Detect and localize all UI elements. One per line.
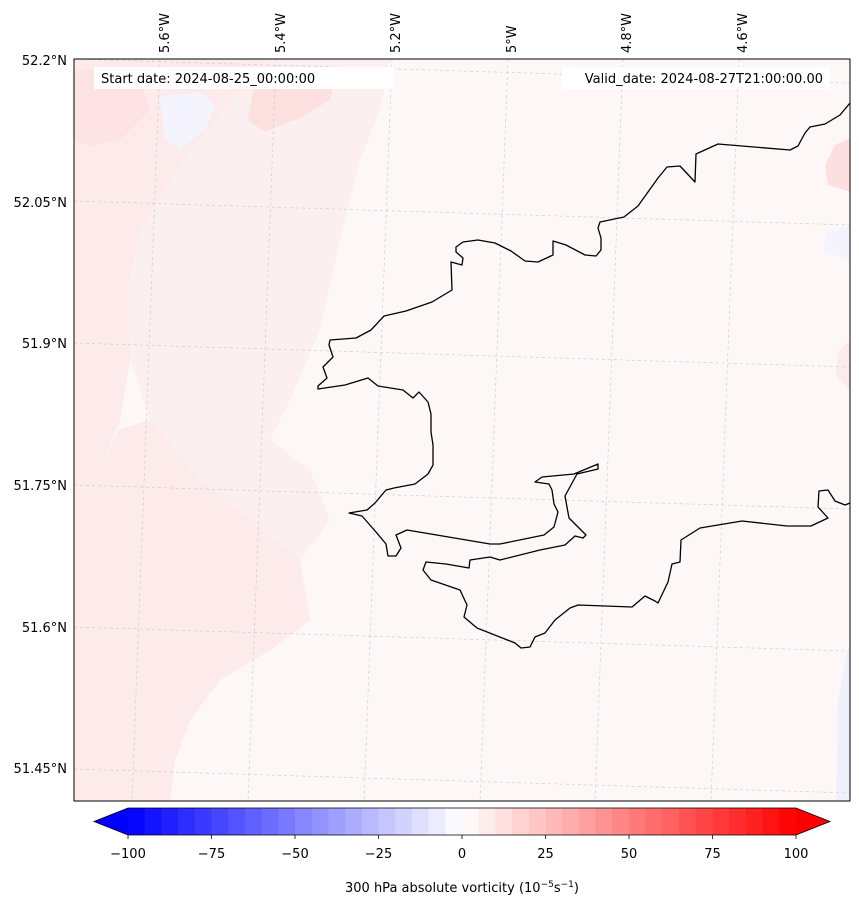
colorbar-bins bbox=[128, 808, 797, 835]
map-frame bbox=[73, 58, 851, 802]
colorbar-bin bbox=[328, 808, 346, 835]
negative-vorticity-patch-east bbox=[824, 225, 850, 262]
vorticity-field bbox=[74, 59, 850, 801]
colorbar-bin bbox=[645, 808, 663, 835]
start-date-label: Start date: 2024-08-25_00:00:00 bbox=[101, 72, 315, 87]
colorbar-bin bbox=[144, 808, 162, 835]
colorbar-tick-label: 0 bbox=[458, 847, 466, 862]
colorbar-tick-label: 100 bbox=[784, 847, 809, 862]
colorbar-tick-label: −75 bbox=[198, 847, 225, 862]
positive-vorticity-patch-east2 bbox=[836, 340, 850, 390]
meridian-gridline bbox=[479, 59, 509, 801]
coastline bbox=[317, 102, 850, 649]
lon-label: 5.4°W bbox=[274, 13, 289, 53]
colorbar-bin bbox=[629, 808, 647, 835]
colorbar-bin bbox=[194, 808, 213, 835]
colorbar-bin bbox=[161, 808, 179, 835]
gridlines bbox=[74, 59, 850, 801]
colorbar-bin bbox=[478, 808, 496, 835]
colorbar-bin bbox=[495, 808, 513, 835]
start-date-box bbox=[94, 67, 394, 89]
meridian-gridline bbox=[710, 59, 740, 801]
colorbar-bin bbox=[278, 808, 296, 835]
colorbar-tick-label: 50 bbox=[621, 847, 638, 862]
colorbar-bin bbox=[378, 808, 396, 835]
meridian-gridline bbox=[594, 59, 624, 801]
lat-label: 51.45°N bbox=[14, 762, 67, 777]
positive-vorticity-patch-east bbox=[825, 138, 850, 192]
colorbar-bin bbox=[612, 808, 630, 835]
map-panel: Start date: 2024-08-25_00:00:00 Valid_da… bbox=[73, 58, 851, 802]
colorbar-bin bbox=[779, 808, 797, 835]
colorbar-bin bbox=[545, 808, 563, 835]
colorbar-bin bbox=[512, 808, 530, 835]
lat-label: 51.75°N bbox=[14, 479, 67, 494]
colorbar-bin bbox=[695, 808, 714, 835]
lon-label: 5°W bbox=[505, 25, 520, 53]
positive-vorticity-band-south bbox=[74, 420, 310, 801]
lon-label: 4.8°W bbox=[620, 13, 635, 53]
colorbar-bin bbox=[662, 808, 680, 835]
colorbar-bin bbox=[211, 808, 229, 835]
colorbar: −100 −75 −50 −25 0 25 50 75 100 300 hPa absolute… bbox=[92, 807, 832, 896]
meridian-gridline bbox=[247, 59, 277, 801]
colorbar-extend-min bbox=[94, 808, 128, 835]
lat-label: 51.6°N bbox=[22, 621, 67, 636]
colorbar-bin bbox=[595, 808, 613, 835]
colorbar-bin bbox=[228, 808, 246, 835]
colorbar-extend-max bbox=[796, 808, 830, 835]
colorbar-bin bbox=[578, 808, 597, 835]
negative-vorticity-patch bbox=[160, 92, 215, 150]
colorbar-tick-label: 75 bbox=[704, 847, 721, 862]
colorbar-bin bbox=[428, 808, 446, 835]
colorbar-bin bbox=[462, 808, 480, 835]
colorbar-bin bbox=[261, 808, 279, 835]
colorbar-bin bbox=[745, 808, 764, 835]
colorbar-label: 300 hPa absolute vorticity (10−5s−1) bbox=[345, 880, 579, 896]
colorbar-bin bbox=[411, 808, 430, 835]
lat-label: 51.9°N bbox=[22, 337, 67, 352]
meridian-gridline bbox=[131, 59, 161, 801]
colorbar-bin bbox=[562, 808, 580, 835]
colorbar-bin bbox=[361, 808, 380, 835]
lon-label: 5.6°W bbox=[158, 13, 173, 53]
colorbar-bin bbox=[311, 808, 329, 835]
positive-vorticity-tongue bbox=[128, 59, 390, 560]
colorbar-bin bbox=[712, 808, 730, 835]
colorbar-bin bbox=[679, 808, 697, 835]
colorbar-bin bbox=[528, 808, 547, 835]
colorbar-bin bbox=[345, 808, 363, 835]
colorbar-bin bbox=[128, 808, 146, 835]
colorbar-bin bbox=[244, 808, 263, 835]
lat-label: 52.05°N bbox=[14, 196, 67, 211]
colorbar-bin bbox=[178, 808, 196, 835]
colorbar-tick-label: −100 bbox=[110, 847, 146, 862]
colorbar-tick-label: −25 bbox=[365, 847, 392, 862]
valid-date-label: Valid_date: 2024-08-27T21:00:00.00 bbox=[585, 72, 823, 87]
colorbar-bin bbox=[762, 808, 780, 835]
colorbar-bin bbox=[295, 808, 313, 835]
colorbar-bin bbox=[729, 808, 747, 835]
positive-vorticity-band bbox=[74, 59, 270, 500]
lat-label: 52.2°N bbox=[22, 54, 67, 69]
lon-label: 4.6°W bbox=[736, 13, 751, 53]
colorbar-bin bbox=[445, 808, 463, 835]
latitude-labels: 52.2°N 52.05°N 51.9°N 51.75°N 51.6°N 51.… bbox=[14, 54, 67, 777]
colorbar-tick-label: −50 bbox=[281, 847, 308, 862]
colorbar-ticks: −100 −75 −50 −25 0 25 50 75 100 bbox=[110, 835, 808, 862]
colorbar-bin bbox=[395, 808, 413, 835]
negative-vorticity-edge bbox=[836, 640, 850, 801]
lon-label: 5.2°W bbox=[389, 13, 404, 53]
colorbar-tick-label: 25 bbox=[537, 847, 554, 862]
longitude-labels: 5.6°W 5.4°W 5.2°W 5°W 4.8°W 4.6°W bbox=[158, 13, 751, 53]
valid-date-box bbox=[562, 67, 830, 89]
meridian-gridline bbox=[363, 59, 393, 801]
